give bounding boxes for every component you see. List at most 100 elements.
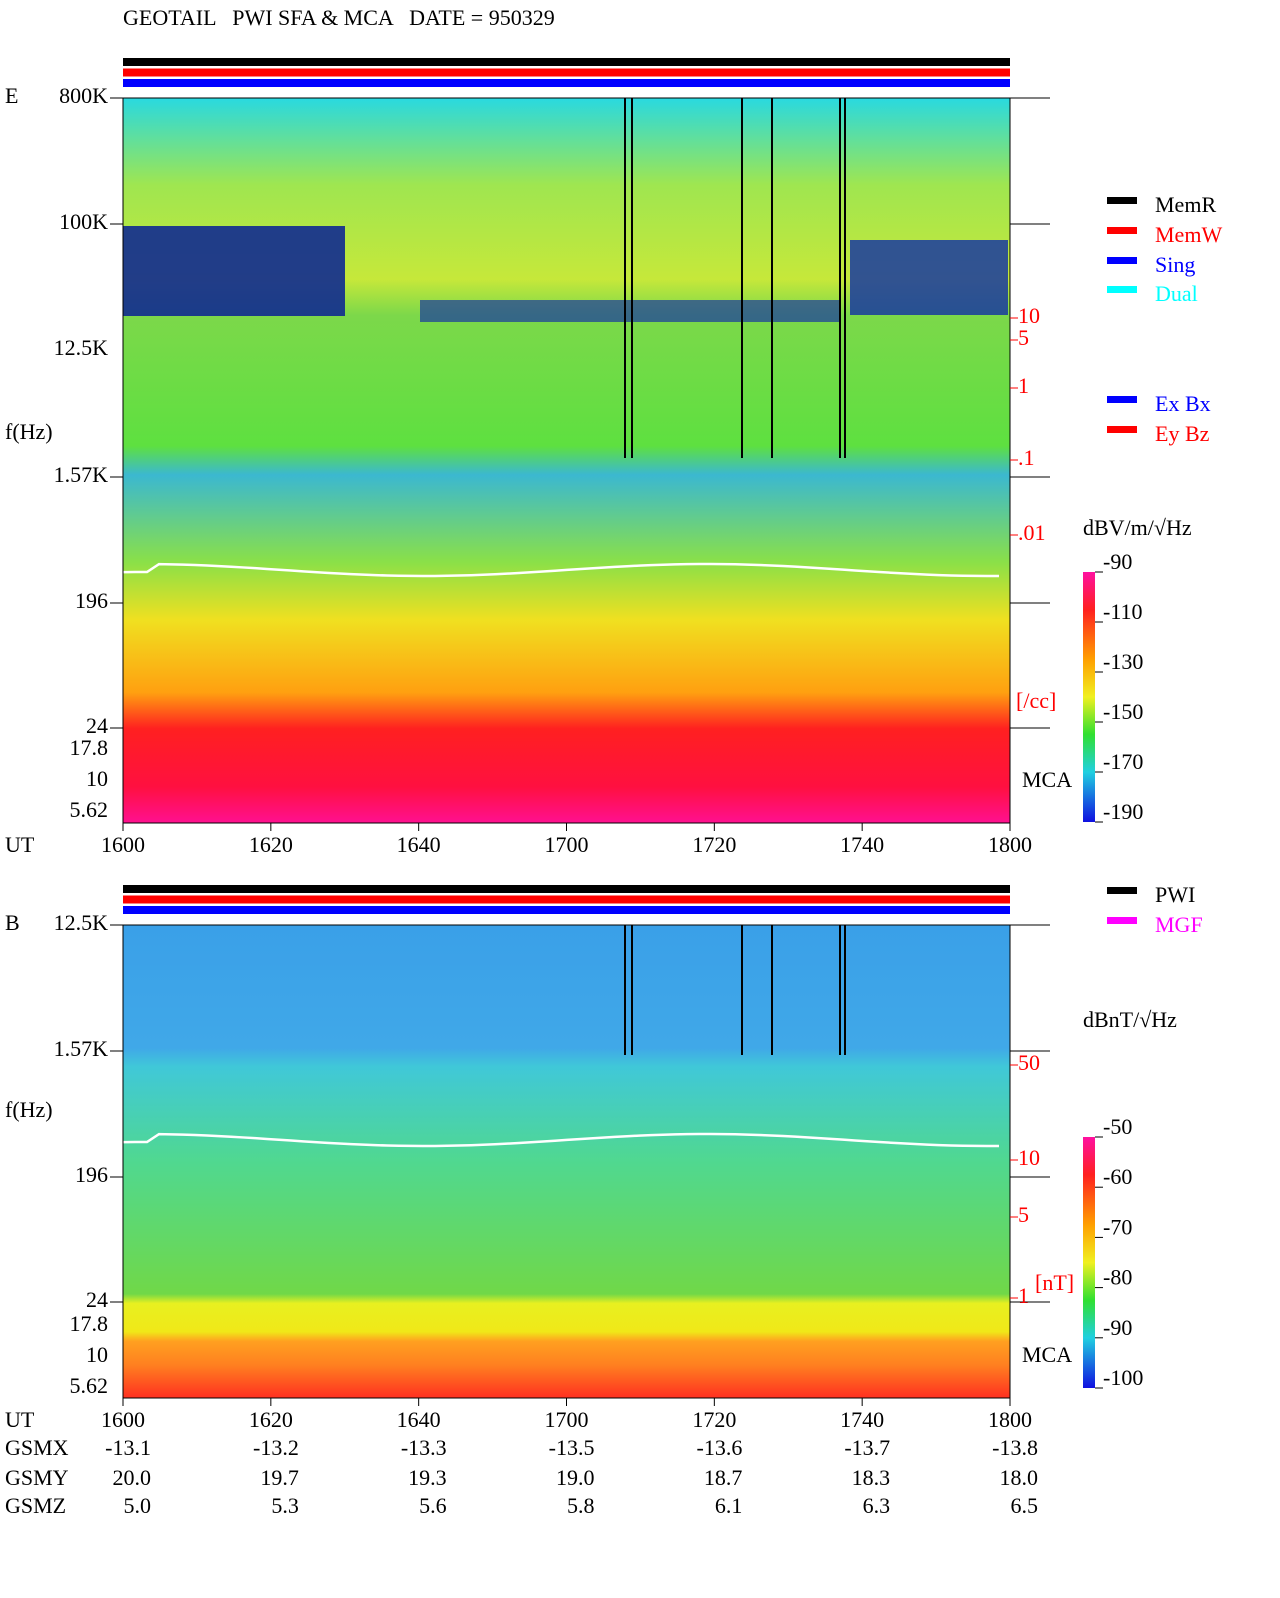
orbit-label: GSMX (5, 1435, 69, 1460)
y-axis-label: f(Hz) (5, 1097, 53, 1122)
orbit-value: -13.7 (844, 1435, 890, 1460)
x-tick-label: 1620 (249, 832, 293, 857)
orbit-value: 6.3 (863, 1493, 891, 1518)
density-tick-label: 1 (1018, 373, 1029, 398)
legend-label: Ex Bx (1155, 391, 1211, 416)
orbit-value: 19.7 (260, 1465, 299, 1490)
legend-swatch (1107, 887, 1137, 894)
orbit-value: 6.5 (1011, 1493, 1039, 1518)
legend-swatch (1107, 396, 1137, 403)
x-tick-label: 1640 (397, 832, 441, 857)
x-tick-label: 1740 (840, 1407, 884, 1432)
density-tick-label: 10 (1018, 1145, 1040, 1170)
x-tick-label: 1800 (988, 832, 1032, 857)
x-tick-label: 1700 (545, 832, 589, 857)
panel-label: B (5, 910, 20, 935)
status-bar (123, 58, 1010, 66)
orbit-label: GSMZ (5, 1493, 66, 1518)
colorbar-title: dBV/m/√Hz (1083, 515, 1192, 540)
orbit-value: -13.6 (697, 1435, 743, 1460)
colorbar-tick-label: -170 (1103, 749, 1143, 774)
y-tick-label: 12.5K (54, 335, 109, 360)
colorbar-tick-label: -60 (1103, 1164, 1132, 1189)
y-tick-label: 12.5K (54, 910, 109, 935)
density-unit: [/cc] (1016, 688, 1056, 713)
legend-swatch (1107, 426, 1137, 433)
mca-label: MCA (1022, 1342, 1072, 1367)
legend-label: Dual (1155, 281, 1198, 306)
colorbar-title: dBnT/√Hz (1083, 1007, 1177, 1032)
y-tick-label: 17.8 (70, 735, 109, 760)
y-tick-label: 1.57K (54, 462, 109, 487)
y-tick-label: 10 (86, 766, 108, 791)
colorbar-tick-label: -100 (1103, 1365, 1143, 1390)
x-tick-label: 1800 (988, 1407, 1032, 1432)
density-tick-label: 5 (1018, 325, 1029, 350)
colorbar-tick-label: -70 (1103, 1214, 1132, 1239)
y-tick-label: 5.62 (70, 1373, 109, 1398)
density-unit: [nT] (1035, 1270, 1074, 1295)
y-axis-label: f(Hz) (5, 419, 53, 444)
status-bar (123, 895, 1010, 904)
figure-title: GEOTAIL PWI SFA & MCA DATE = 950329 (123, 5, 555, 30)
orbit-value: -13.5 (549, 1435, 595, 1460)
colorbar-tick-label: -50 (1103, 1114, 1132, 1139)
orbit-value: -13.8 (992, 1435, 1038, 1460)
y-tick-label: 10 (86, 1342, 108, 1367)
density-tick-label: 1 (1018, 1283, 1029, 1308)
orbit-value: 18.0 (1000, 1465, 1039, 1490)
colorbar-tick-label: -110 (1103, 599, 1143, 624)
legend-swatch (1107, 197, 1137, 204)
y-tick-label: 24 (86, 713, 108, 738)
legend-label: Ey Bz (1155, 421, 1210, 446)
density-tick-label: .01 (1018, 520, 1046, 545)
x-tick-label: 1600 (101, 832, 145, 857)
x-tick-label: 1640 (397, 1407, 441, 1432)
colorbar-tick-label: -80 (1103, 1265, 1132, 1290)
y-tick-label: 24 (86, 1287, 108, 1312)
low-signal-region (850, 240, 1008, 315)
y-tick-label: 17.8 (70, 1311, 109, 1336)
orbit-value: -13.1 (105, 1435, 151, 1460)
orbit-value: 20.0 (113, 1465, 152, 1490)
colorbar-tick-label: -90 (1103, 549, 1132, 574)
colorbar-tick-label: -130 (1103, 649, 1143, 674)
x-tick-label: 1600 (101, 1407, 145, 1432)
orbit-value: 18.7 (704, 1465, 743, 1490)
density-tick-label: 5 (1018, 1202, 1029, 1227)
low-signal-region (420, 300, 840, 322)
orbit-value: 6.1 (715, 1493, 743, 1518)
legend-swatch (1107, 227, 1137, 234)
orbit-value: 5.3 (271, 1493, 299, 1518)
y-tick-label: 1.57K (54, 1036, 109, 1061)
orbit-value: 5.6 (419, 1493, 447, 1518)
status-bar (123, 68, 1010, 77)
orbit-value: -13.2 (253, 1435, 299, 1460)
status-bar (123, 906, 1010, 914)
spectrogram (123, 925, 1010, 1398)
orbit-value: 5.0 (124, 1493, 152, 1518)
orbit-value: 19.0 (556, 1465, 595, 1490)
y-tick-label: 800K (59, 83, 108, 108)
colorbar-tick-label: -90 (1103, 1315, 1132, 1340)
legend-label: MGF (1155, 912, 1203, 937)
density-tick-label: .1 (1018, 445, 1035, 470)
orbit-value: 5.8 (567, 1493, 595, 1518)
legend-swatch (1107, 917, 1137, 924)
y-tick-label: 5.62 (70, 797, 109, 822)
x-tick-label: 1620 (249, 1407, 293, 1432)
x-tick-label: 1720 (692, 1407, 736, 1432)
colorbar (1083, 1137, 1095, 1388)
x-axis-label: UT (5, 832, 35, 857)
y-tick-label: 196 (75, 588, 108, 613)
x-tick-label: 1740 (840, 832, 884, 857)
colorbar (1083, 572, 1095, 822)
legend-label: MemW (1155, 222, 1222, 247)
x-tick-label: 1720 (692, 832, 736, 857)
panel-label: E (5, 83, 18, 108)
orbit-value: -13.3 (401, 1435, 447, 1460)
plasma-frequency-line (122, 1132, 1000, 1148)
density-tick-label: 50 (1018, 1050, 1040, 1075)
y-tick-label: 100K (59, 209, 108, 234)
